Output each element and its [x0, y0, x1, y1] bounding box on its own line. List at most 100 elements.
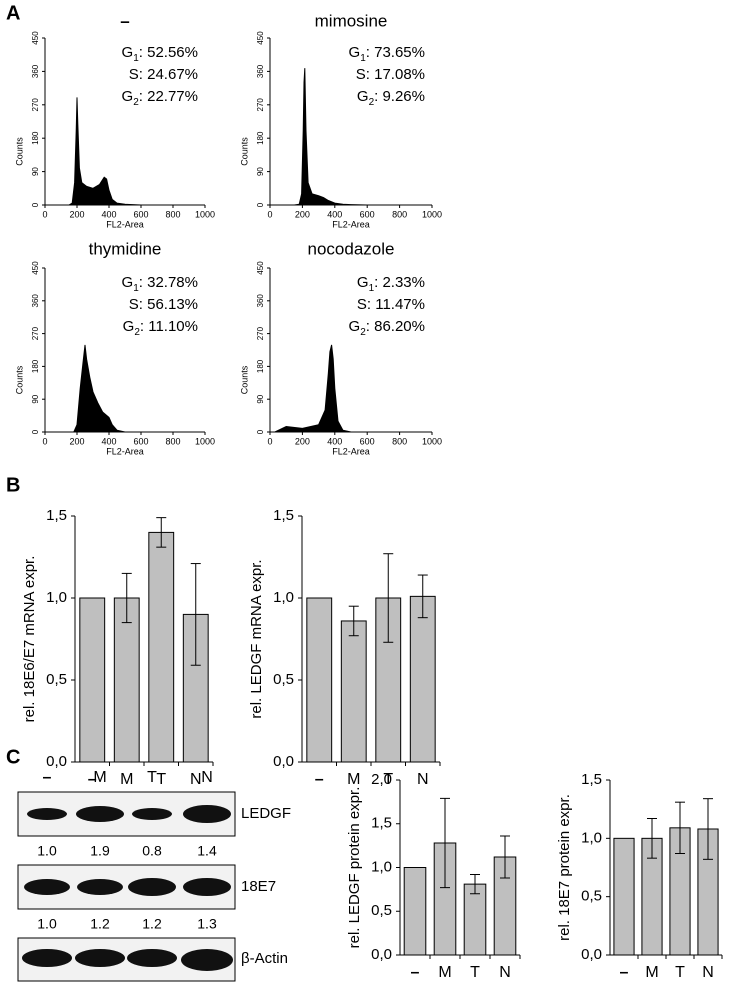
- x-tick-label: M: [438, 964, 451, 981]
- x-axis-label: FL2-Area: [332, 446, 370, 456]
- band-quantification: 1.3: [197, 916, 217, 932]
- y-tick-label: 1,5: [273, 507, 294, 524]
- error-bar: [440, 797, 450, 889]
- x-tick-label: T: [383, 771, 393, 788]
- band-quantification: 1.2: [90, 916, 110, 932]
- y-axis-label: Counts: [14, 137, 24, 166]
- y-tick-label: 180: [31, 131, 40, 145]
- y-tick-label: 90: [256, 167, 265, 176]
- x-tick-label: 600: [360, 436, 375, 446]
- y-tick-label: 450: [256, 31, 265, 45]
- band: [27, 808, 67, 820]
- stat-line: G1: 52.56%: [122, 44, 198, 64]
- bar: [403, 867, 427, 956]
- y-tick-label: 270: [31, 326, 40, 340]
- blot-row-label: 18E7: [241, 878, 276, 895]
- band-quantification: 1.0: [37, 843, 57, 859]
- y-tick-label: 0,5: [46, 671, 67, 688]
- y-tick-label: 1,5: [581, 771, 602, 788]
- stat-text: G: [357, 274, 369, 291]
- band: [76, 806, 124, 822]
- stat-value: : 22.77%: [139, 88, 198, 105]
- y-axis-label: rel. LEDGF mRNA expr.: [248, 559, 265, 718]
- band: [127, 949, 177, 967]
- x-tick-label: –: [411, 964, 420, 981]
- x-tick-label: 0: [267, 209, 272, 219]
- y-tick-label: 360: [31, 294, 40, 308]
- blot-row-label: β-Actin: [241, 950, 288, 967]
- x-axis-label: FL2-Area: [106, 446, 144, 456]
- y-tick-label: 1,0: [46, 589, 67, 606]
- bar: [409, 595, 436, 763]
- y-tick-label: 360: [31, 64, 40, 78]
- x-tick-label: 200: [295, 436, 310, 446]
- error-bar: [190, 563, 201, 666]
- error-bar: [383, 553, 394, 643]
- x-tick-label: 400: [101, 209, 116, 219]
- lane-label: T: [147, 769, 157, 786]
- stat-text: G: [357, 88, 369, 105]
- y-tick-label: 180: [256, 131, 265, 145]
- x-tick-label: –: [88, 771, 97, 788]
- histogram-area: [73, 344, 126, 433]
- error-bar: [703, 798, 713, 860]
- y-tick-label: 270: [31, 98, 40, 112]
- stat-line: S: 17.08%: [356, 66, 425, 83]
- x-tick-label: 0: [42, 436, 47, 446]
- stat-text: G: [122, 88, 134, 105]
- panel-label: A: [6, 2, 20, 24]
- y-tick-label: 360: [256, 64, 265, 78]
- y-tick-label: 0,0: [371, 946, 392, 963]
- stat-value: : 32.78%: [139, 274, 198, 291]
- error-bar: [156, 517, 167, 548]
- stat-text: G: [349, 318, 361, 335]
- band-quantification: 1.2: [142, 916, 162, 932]
- x-tick-label: 800: [392, 209, 407, 219]
- error-bar: [348, 605, 359, 637]
- stat-value: : 52.56%: [139, 44, 198, 61]
- stat-subscript: 1: [360, 53, 366, 64]
- error-bar: [417, 574, 428, 619]
- histogram-area: [274, 344, 352, 433]
- chart-title: mimosine: [315, 11, 388, 30]
- x-tick-label: M: [347, 771, 360, 788]
- y-tick-label: 0: [256, 202, 265, 207]
- x-tick-label: T: [156, 771, 166, 788]
- x-axis-label: FL2-Area: [332, 219, 370, 229]
- stat-line: G2: 9.26%: [357, 88, 425, 108]
- y-axis-label: rel. 18E7 protein expr.: [556, 794, 573, 941]
- bar: [463, 883, 487, 956]
- x-tick-label: 200: [69, 436, 84, 446]
- bar: [79, 597, 106, 763]
- stat-line: G1: 73.65%: [349, 44, 425, 64]
- y-axis-label: Counts: [239, 137, 249, 166]
- stat-subscript: 1: [133, 53, 139, 64]
- x-tick-label: T: [470, 964, 480, 981]
- bar: [306, 597, 333, 763]
- y-tick-label: 1,5: [371, 815, 392, 832]
- chart-title: nocodazole: [308, 239, 395, 258]
- y-tick-label: 0,0: [581, 946, 602, 963]
- blot-row-label: LEDGF: [241, 805, 291, 822]
- x-tick-label: 200: [295, 209, 310, 219]
- bar: [613, 837, 635, 956]
- x-tick-label: T: [675, 964, 685, 981]
- band: [128, 878, 176, 896]
- y-tick-label: 270: [256, 98, 265, 112]
- y-tick-label: 0,0: [46, 753, 67, 770]
- western-blot: [17, 791, 236, 982]
- band: [183, 805, 231, 823]
- stat-subscript: 2: [133, 97, 139, 108]
- x-tick-label: 200: [69, 209, 84, 219]
- stat-line: G1: 32.78%: [122, 274, 198, 294]
- x-tick-label: N: [702, 964, 714, 981]
- stat-subscript: 1: [133, 283, 139, 294]
- x-axis-label: FL2-Area: [106, 219, 144, 229]
- x-tick-label: 1000: [195, 209, 215, 219]
- y-tick-label: 450: [31, 31, 40, 45]
- x-tick-label: N: [499, 964, 511, 981]
- panel-label: C: [6, 746, 20, 768]
- y-tick-label: 90: [31, 394, 40, 403]
- x-tick-label: 400: [327, 209, 342, 219]
